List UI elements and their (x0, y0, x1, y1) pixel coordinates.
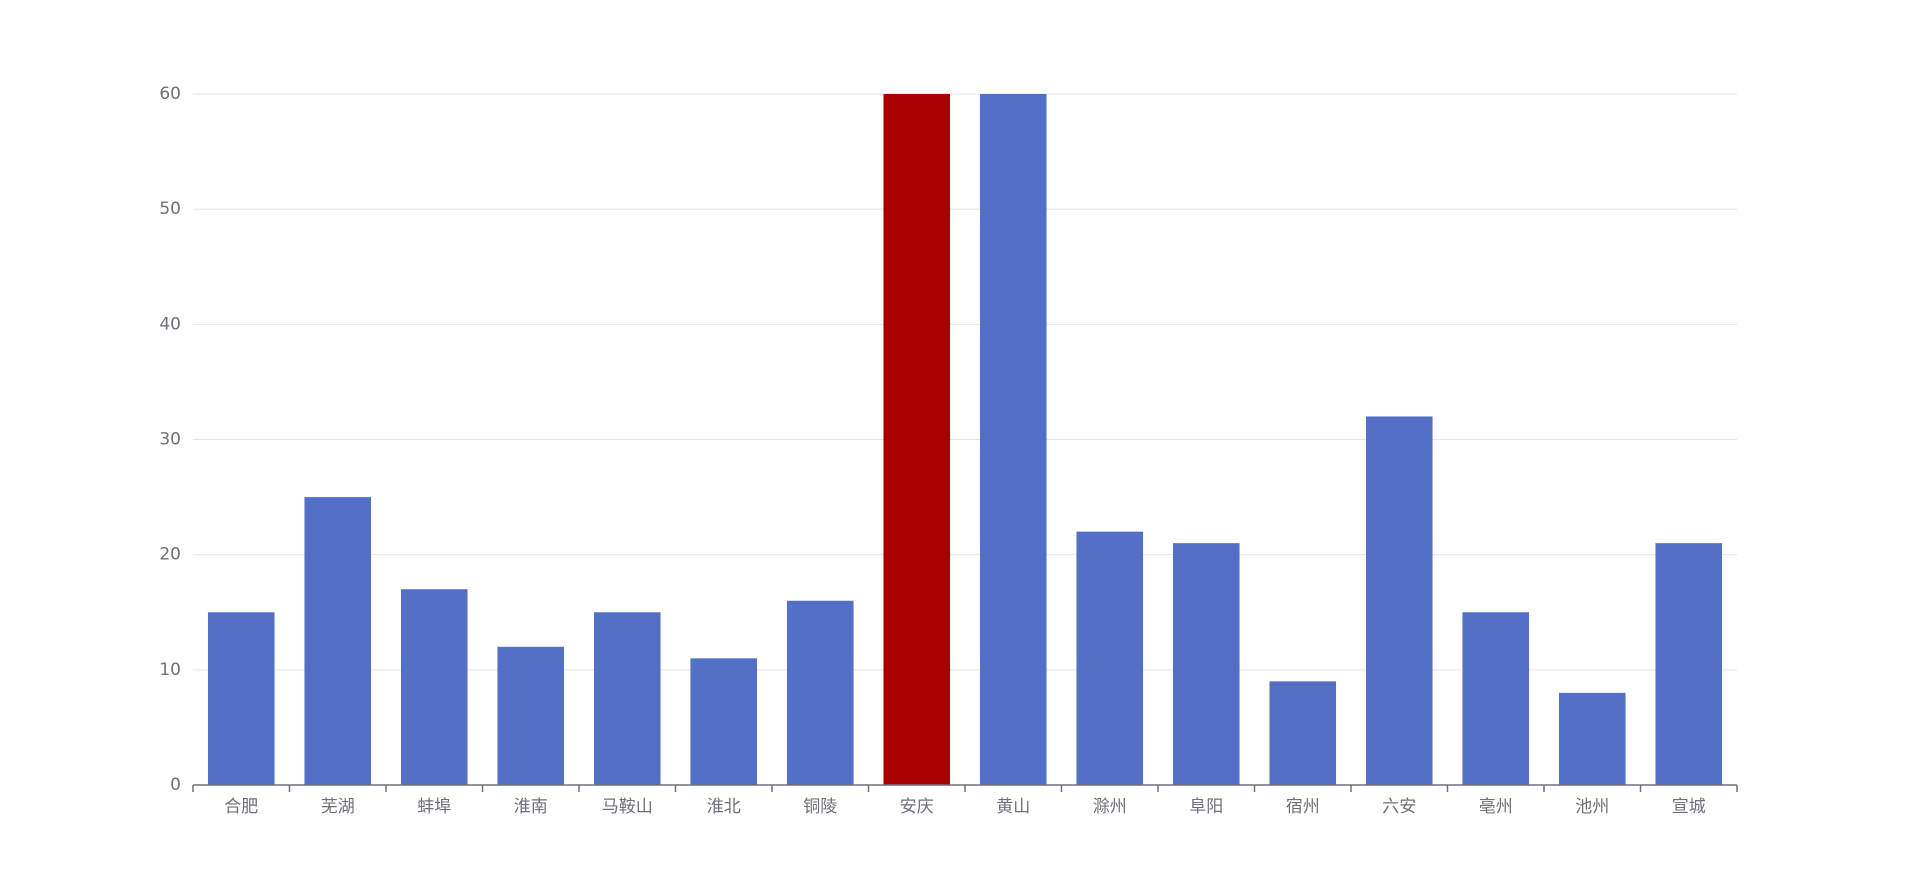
x-tick-label: 六安 (1382, 797, 1416, 817)
x-tick-label: 铜陵 (803, 797, 837, 817)
x-tick-label: 亳州 (1479, 797, 1513, 817)
x-tick-label: 芜湖 (321, 797, 355, 817)
x-tick-label: 合肥 (224, 797, 258, 817)
x-tick-label: 安庆 (900, 797, 934, 817)
x-tick-label: 淮南 (514, 797, 548, 817)
bar (1365, 416, 1433, 785)
x-tick-label: 阜阳 (1189, 797, 1223, 817)
bar (690, 658, 758, 785)
bar (1655, 543, 1723, 785)
y-tick-label: 30 (159, 430, 181, 450)
x-tick-label: 黄山 (996, 797, 1030, 817)
bar (1558, 692, 1626, 785)
y-tick-label: 0 (170, 775, 181, 795)
bar (304, 497, 372, 785)
bar (979, 94, 1047, 785)
y-tick-label: 60 (159, 84, 181, 104)
bar (1269, 681, 1337, 785)
bar (497, 646, 565, 785)
y-tick-label: 40 (159, 314, 181, 334)
bar (1172, 543, 1240, 785)
bar (786, 600, 854, 785)
x-tick-label: 淮北 (707, 797, 741, 817)
bar (593, 612, 661, 785)
bar (1076, 531, 1144, 785)
x-tick-label: 马鞍山 (602, 797, 653, 817)
x-tick-label: 滁州 (1093, 797, 1127, 817)
bar (1462, 612, 1530, 785)
y-tick-label: 10 (159, 660, 181, 680)
y-tick-label: 50 (159, 199, 181, 219)
x-tick-label: 宣城 (1672, 797, 1706, 817)
x-tick-label: 蚌埠 (417, 797, 451, 817)
bar (883, 94, 951, 785)
bar (400, 589, 468, 785)
y-tick-label: 20 (159, 545, 181, 565)
x-tick-label: 池州 (1575, 797, 1609, 817)
x-tick-label: 宿州 (1286, 797, 1320, 817)
bar (207, 612, 275, 785)
